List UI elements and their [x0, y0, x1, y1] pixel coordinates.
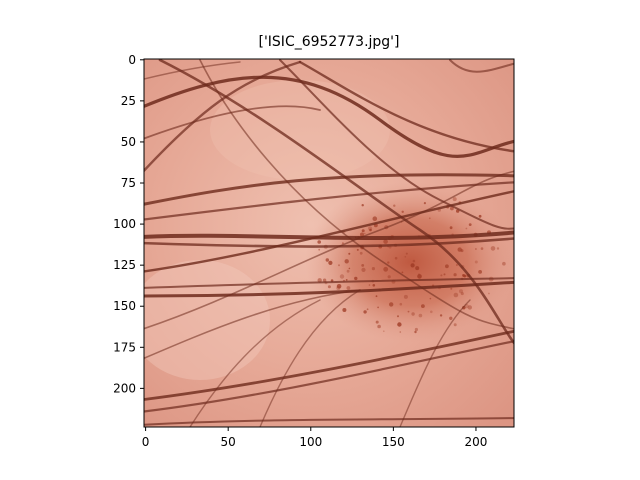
hair-strand	[144, 417, 514, 426]
x-tick-label: 150	[382, 435, 405, 449]
x-tick-label: 200	[465, 435, 488, 449]
x-tick-label: 0	[142, 435, 150, 449]
hair-strand	[449, 59, 514, 73]
hair-strand	[199, 59, 514, 330]
hair-strand	[144, 289, 361, 360]
hair-strand	[279, 59, 514, 230]
y-tick-label: 50	[121, 135, 136, 149]
y-tick-label: 175	[113, 340, 136, 354]
hair-strand	[144, 237, 514, 248]
hairs	[144, 59, 514, 427]
hair-strand	[144, 329, 514, 401]
y-tick-label: 100	[113, 217, 136, 231]
y-tick-label: 125	[113, 258, 136, 272]
x-tick-label: 50	[221, 435, 236, 449]
y-tick-label: 200	[113, 381, 136, 395]
y-tick-label: 150	[113, 299, 136, 313]
hair-strand	[144, 190, 514, 273]
hair-strand	[189, 299, 321, 427]
x-axis: 0 50 100 150 200	[142, 427, 488, 449]
hair-strand	[144, 170, 514, 330]
y-axis: 0 25 50 75 100 125 150 175 200	[113, 53, 144, 395]
hair-strand	[144, 105, 321, 140]
hair-strand	[144, 277, 514, 289]
axes-frame	[143, 58, 515, 428]
y-tick-label: 75	[121, 176, 136, 190]
lesion	[305, 182, 514, 342]
hair-strand	[158, 59, 514, 346]
hair-strand	[144, 61, 241, 80]
hair-strand	[144, 340, 514, 413]
hair-strand	[144, 173, 514, 206]
plot-title: ['ISIC_6952773.jpg']	[258, 34, 400, 50]
hair-strand	[399, 299, 471, 427]
x-tick-label: 100	[299, 435, 322, 449]
hair-strand	[298, 60, 514, 153]
hair-strand	[144, 181, 514, 221]
dermoscopy-image	[144, 59, 514, 427]
hair-strand	[259, 289, 361, 427]
y-tick-label: 25	[121, 94, 136, 108]
hair-strand	[144, 60, 302, 173]
y-tick-label: 0	[128, 53, 136, 67]
